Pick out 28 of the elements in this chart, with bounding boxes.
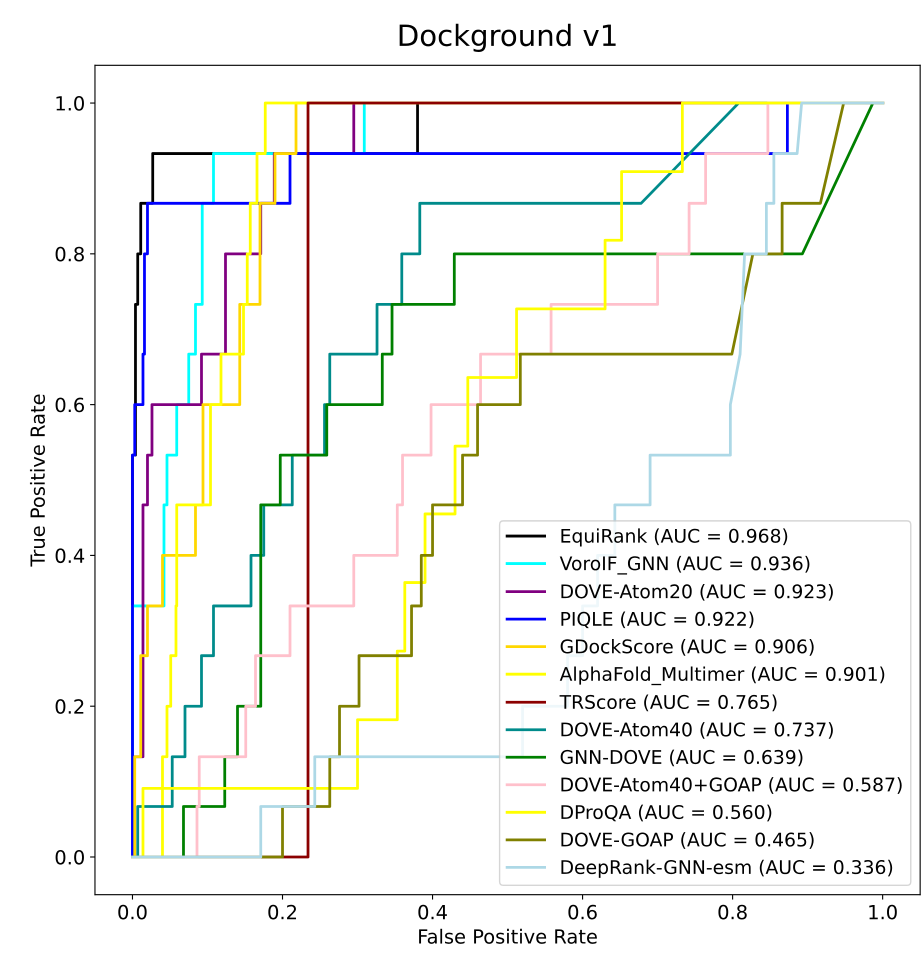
legend-label: DOVE-GOAP (AUC = 0.465) [561, 832, 814, 849]
legend-label: VoroIF_GNN (AUC = 0.936) [560, 556, 810, 575]
x-axis-title: False Positive Rate [419, 928, 597, 944]
legend-label: EquiRank (AUC = 0.968) [561, 528, 788, 547]
legend-label: PIQLE (AUC = 0.922) [561, 611, 754, 628]
y-tick-label: 1.0 [56, 96, 84, 111]
x-tick-label: 0.0 [118, 904, 147, 920]
x-tick-label: 0.2 [268, 904, 296, 920]
legend-label: AlphaFold_Multimer (AUC = 0.901) [560, 666, 884, 686]
y-tick-label: 0.4 [56, 548, 84, 564]
y-tick-label: 0.2 [56, 699, 84, 714]
x-tick-label: 0.4 [418, 904, 447, 920]
legend-label: GDockScore (AUC = 0.906) [560, 638, 814, 656]
legend-label: DProQA (AUC = 0.560) [561, 804, 772, 822]
legend-label: TRScore (AUC = 0.765) [560, 694, 777, 712]
legend-label: DeepRank-GNN-esm (AUC = 0.336) [561, 860, 892, 878]
legend-label: GNN-DOVE (AUC = 0.639) [560, 750, 802, 766]
chart-title: Dockground v1 [400, 24, 616, 52]
y-tick-label: 0.6 [56, 398, 84, 412]
y-tick-label: 0.8 [56, 246, 84, 262]
y-axis-title: True Positive Rate [30, 394, 45, 567]
x-tick-label: 0.6 [568, 904, 597, 920]
legend-label: DOVE-Atom40+GOAP (AUC = 0.587) [561, 777, 902, 794]
x-tick-label: 1.0 [869, 904, 897, 920]
legend-label: DOVE-Atom40 (AUC = 0.737) [561, 722, 833, 739]
legend-label: DOVE-Atom20 (AUC = 0.923) [561, 584, 833, 601]
x-tick-label: 0.8 [718, 904, 747, 920]
y-tick-label: 0.0 [56, 850, 84, 865]
